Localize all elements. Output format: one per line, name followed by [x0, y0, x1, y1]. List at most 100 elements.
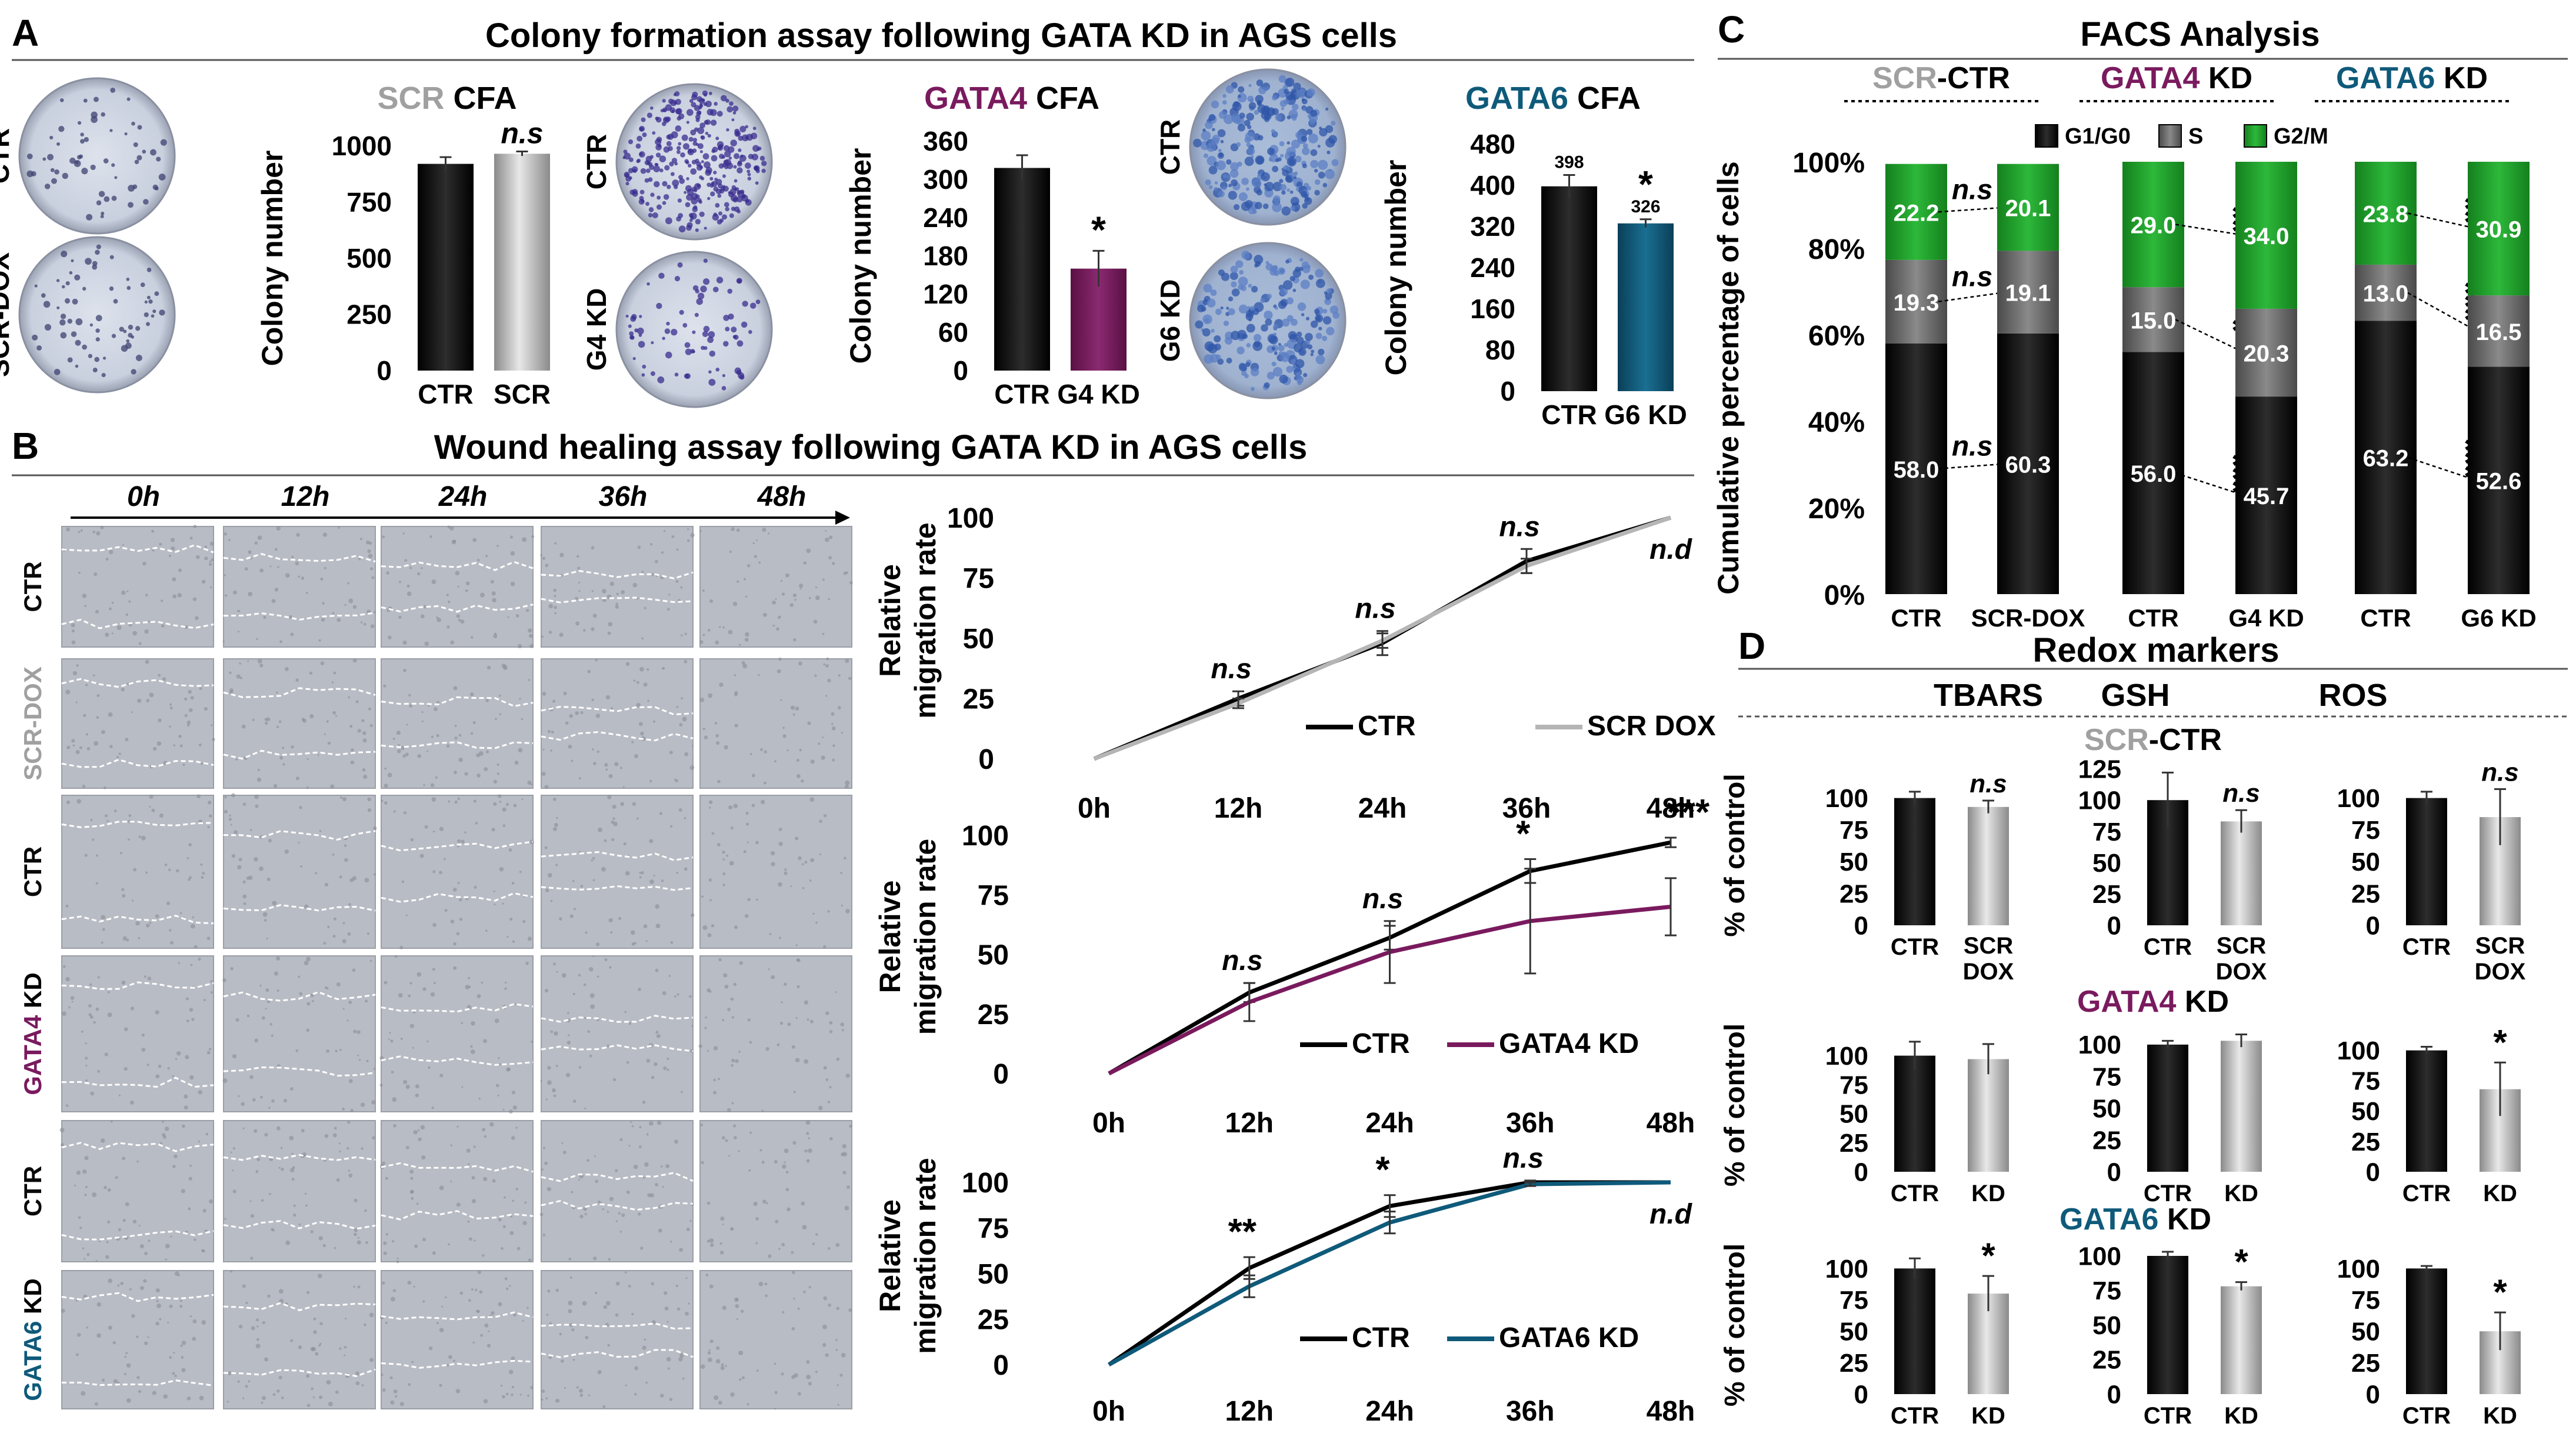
cell-speck: [301, 718, 305, 721]
cell-speck: [432, 1251, 436, 1255]
colony: [1302, 163, 1307, 169]
significance-annotation: **: [1228, 1212, 1257, 1252]
cell-speck: [175, 1058, 178, 1061]
colony: [666, 141, 672, 146]
cell-speck: [509, 1285, 511, 1287]
facs-segment-s: [1997, 251, 2059, 334]
cell-speck: [232, 1054, 237, 1059]
plate-0-1: [18, 236, 176, 394]
redox-row-title: SCR-CTR: [2084, 723, 2222, 757]
cell-speck: [192, 597, 197, 601]
cell-speck: [502, 807, 506, 812]
colony: [1211, 100, 1219, 109]
cell-speck: [302, 1152, 306, 1156]
y-tick-label: 100: [2337, 1255, 2380, 1284]
cell-speck: [276, 1126, 281, 1131]
colony: [625, 315, 629, 318]
cell-speck: [369, 567, 374, 571]
cell-speck: [304, 961, 309, 966]
cell-speck: [745, 812, 749, 815]
cell-speck: [348, 1169, 351, 1172]
colony: [639, 189, 645, 195]
cell-speck: [402, 754, 406, 758]
cell-speck: [402, 532, 405, 535]
cell-speck: [190, 964, 193, 966]
colony: [682, 143, 690, 150]
cell-speck: [121, 590, 126, 595]
cell-speck: [709, 899, 712, 902]
colony: [75, 318, 83, 325]
colony: [642, 132, 647, 138]
cell-speck: [85, 684, 88, 686]
cell-speck: [315, 1352, 319, 1356]
cell-speck: [678, 1356, 683, 1362]
cell-speck: [65, 1104, 69, 1107]
cell-speck: [580, 885, 584, 888]
cell-speck: [806, 1374, 811, 1379]
cell-speck: [707, 1201, 711, 1205]
colony: [1222, 94, 1227, 98]
cell-speck: [743, 578, 747, 581]
colony: [1332, 312, 1340, 319]
cell-speck: [117, 1284, 120, 1287]
cell-speck: [371, 1100, 376, 1105]
colony: [1251, 386, 1255, 391]
cell-speck: [159, 542, 162, 546]
y-tick-label: 0: [953, 355, 968, 386]
cell-speck: [709, 990, 712, 993]
cell-speck: [591, 698, 594, 701]
wound-image: [61, 795, 214, 949]
colony: [1239, 112, 1245, 119]
cell-speck: [718, 1078, 720, 1081]
colony: [638, 341, 645, 348]
colony: [1279, 374, 1288, 384]
colony: [677, 198, 682, 203]
cell-speck: [554, 1031, 558, 1036]
colony: [1251, 286, 1258, 293]
cell-speck: [248, 591, 253, 596]
cell-speck: [439, 1384, 442, 1387]
colony: [632, 356, 636, 361]
cell-speck: [615, 602, 618, 606]
cell-speck: [716, 741, 720, 745]
bar: [1894, 1268, 1935, 1394]
wound-image: [699, 1270, 852, 1409]
wound-edge: [381, 561, 534, 571]
cell-speck: [805, 1120, 811, 1125]
wound-edge: [381, 1359, 534, 1369]
cell-speck: [78, 531, 80, 534]
cell-speck: [548, 1355, 552, 1359]
cell-speck: [353, 1029, 357, 1034]
cell-speck: [357, 1285, 361, 1289]
colony: [156, 156, 161, 162]
cell-speck: [777, 616, 781, 619]
cell-speck: [539, 1212, 544, 1216]
cell-speck: [611, 706, 614, 709]
cell-speck: [505, 1287, 509, 1291]
cell-speck: [149, 692, 154, 698]
cell-speck: [580, 711, 584, 714]
cell-speck: [453, 686, 458, 691]
cell-speck: [667, 608, 670, 611]
cell-speck: [448, 800, 451, 803]
facs-group-label: SCR-CTR: [1872, 61, 2010, 95]
colony: [1217, 129, 1226, 138]
cell-speck: [710, 1243, 714, 1247]
cell-speck: [406, 591, 412, 596]
cell-speck: [405, 752, 409, 756]
cell-speck: [147, 1336, 149, 1338]
cell-speck: [379, 1084, 383, 1087]
cell-speck: [169, 929, 172, 932]
cell-speck: [198, 957, 201, 961]
colony: [1230, 162, 1239, 171]
cell-speck: [660, 1394, 664, 1398]
wound-image: [223, 1120, 376, 1262]
cell-speck: [138, 642, 142, 645]
colony: [1222, 174, 1227, 178]
facs-connector: [1938, 206, 2007, 213]
colony: [1291, 104, 1299, 111]
cell-speck: [724, 985, 729, 989]
cell-speck: [339, 1347, 342, 1350]
cell-speck: [446, 625, 450, 629]
cell-speck: [708, 693, 713, 698]
